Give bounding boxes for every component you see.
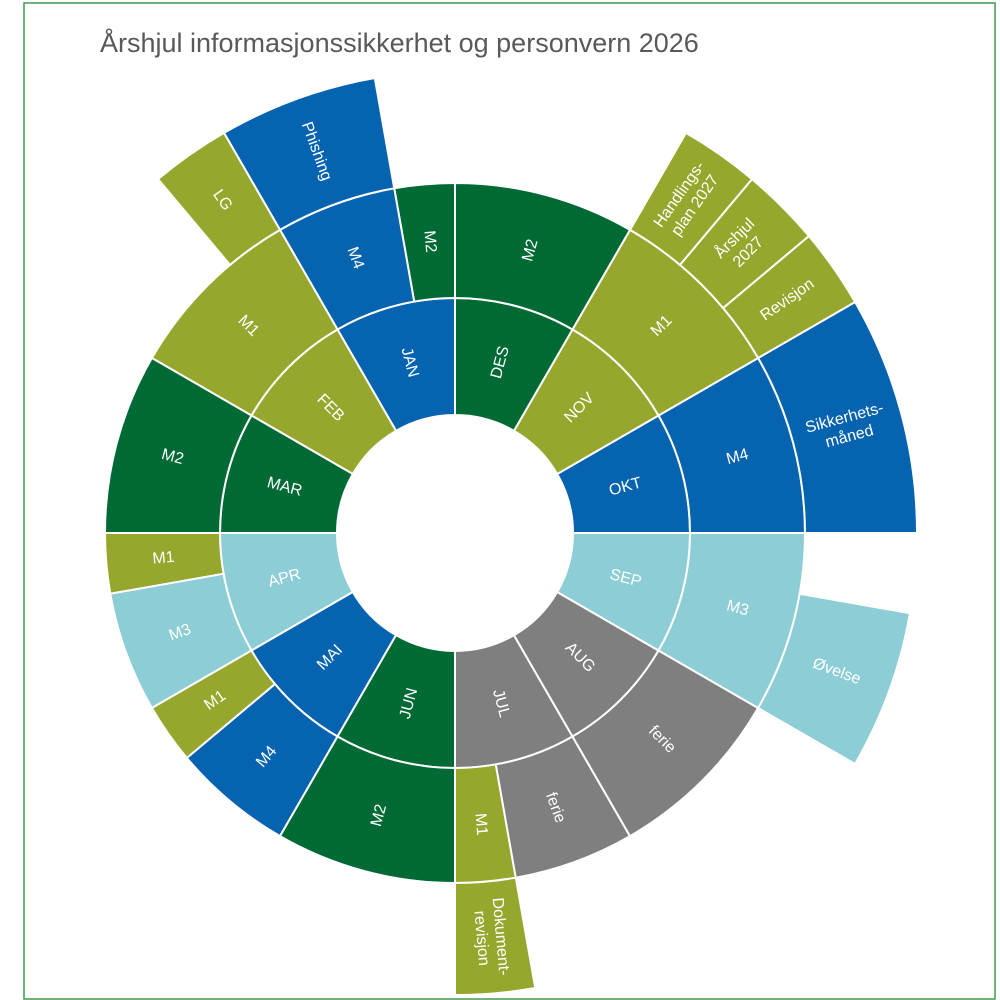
segment-label: M2 xyxy=(420,230,439,254)
segment xyxy=(454,876,537,997)
segment-label: M3 xyxy=(725,597,751,619)
segment-label: M4 xyxy=(343,245,367,272)
segment xyxy=(454,181,632,331)
segment-label: M2 xyxy=(160,446,186,468)
segment xyxy=(756,592,912,766)
segment-label: M1 xyxy=(152,549,176,568)
sunburst: JANM2M4PhishingFEBM1LGMARM2APRM1M3MAIM1M… xyxy=(103,76,919,997)
segment-label: M2 xyxy=(519,237,541,263)
chart-title: Årshjul informasjonssikkerhet og personv… xyxy=(100,27,699,58)
segment xyxy=(628,131,754,267)
segment-label: Dokument-revisjon xyxy=(469,897,512,978)
segment-label: M4 xyxy=(725,446,751,468)
segment-label: JUL xyxy=(489,687,513,719)
frame xyxy=(23,2,996,1000)
segment-label: M3 xyxy=(167,621,194,645)
segment-label: M1 xyxy=(471,813,490,837)
segment xyxy=(156,131,282,267)
segment-label: M2 xyxy=(368,802,390,828)
